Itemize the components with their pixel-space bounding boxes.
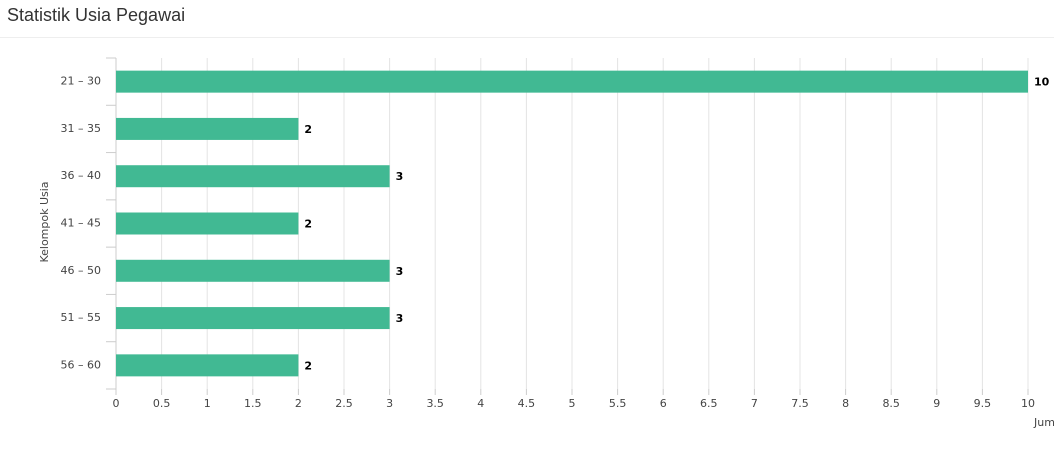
- value-label: 3: [396, 265, 404, 278]
- y-tick-label: 56 – 60: [61, 358, 102, 371]
- x-tick-label: 0: [113, 397, 120, 410]
- x-tick-label: 4: [477, 397, 484, 410]
- x-tick-label: 5.5: [609, 397, 627, 410]
- x-tick-label: 6: [660, 397, 667, 410]
- x-tick-label: 10: [1021, 397, 1035, 410]
- value-label: 3: [396, 170, 404, 183]
- x-tick-label: 4.5: [518, 397, 536, 410]
- bar: [116, 307, 390, 330]
- value-label: 3: [396, 312, 404, 325]
- bar: [116, 259, 390, 282]
- y-tick-label: 36 – 40: [61, 169, 102, 182]
- value-label: 2: [304, 218, 312, 231]
- x-tick-label: 8: [842, 397, 849, 410]
- x-tick-label: 7: [751, 397, 758, 410]
- x-tick-label: 6.5: [700, 397, 718, 410]
- x-tick-label: 5: [569, 397, 576, 410]
- y-tick-label: 41 – 45: [61, 217, 102, 230]
- bar: [116, 165, 390, 188]
- y-tick-label: 51 – 55: [61, 311, 102, 324]
- chart-title: Statistik Usia Pegawai: [7, 5, 185, 25]
- x-tick-label: 0.5: [153, 397, 171, 410]
- value-label: 2: [304, 359, 312, 372]
- y-tick-label: 21 – 30: [61, 75, 102, 88]
- bar: [116, 70, 1028, 93]
- x-tick-label: 8.5: [882, 397, 900, 410]
- x-tick-label: 3.5: [426, 397, 444, 410]
- bar: [116, 354, 299, 377]
- x-tick-label: 2.5: [335, 397, 353, 410]
- x-tick-label: 9.5: [974, 397, 992, 410]
- y-tick-label: 46 – 50: [61, 264, 102, 277]
- value-label: 2: [304, 123, 312, 136]
- x-tick-label: 9: [933, 397, 940, 410]
- x-axis-title: Jum: [1033, 416, 1054, 429]
- x-tick-label: 1.5: [244, 397, 262, 410]
- bar: [116, 117, 299, 140]
- x-tick-label: 3: [386, 397, 393, 410]
- value-label: 10: [1034, 76, 1050, 89]
- x-tick-label: 2: [295, 397, 302, 410]
- y-axis-title: Kelompok Usia: [38, 181, 51, 262]
- x-tick-label: 1: [204, 397, 211, 410]
- y-tick-label: 31 – 35: [61, 122, 102, 135]
- bar: [116, 212, 299, 235]
- x-tick-label: 7.5: [791, 397, 809, 410]
